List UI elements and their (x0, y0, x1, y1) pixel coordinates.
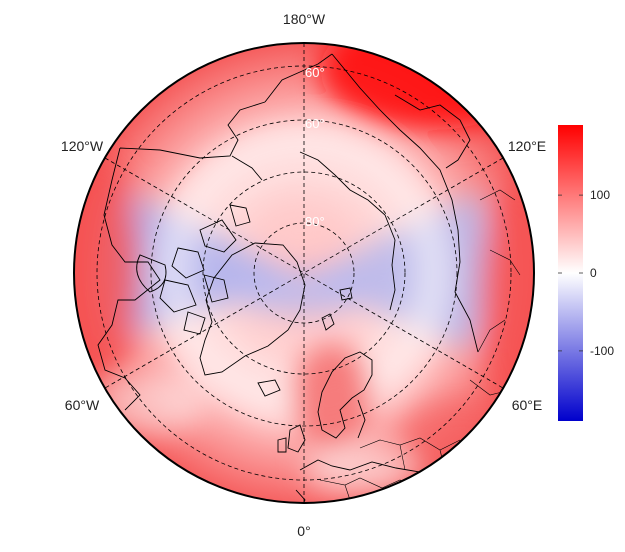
hudson-bay (136, 254, 167, 293)
graticule (96, 43, 512, 503)
lon-label-top: 180°W (283, 11, 326, 27)
lat-label-80: 80° (305, 214, 325, 229)
kamchatka (394, 94, 471, 169)
red-pacific-max (320, 43, 534, 130)
blue-polar (230, 270, 370, 314)
white-atlantic (95, 375, 205, 435)
colorbar: 100 0 -100 (558, 125, 614, 421)
map-boundary (73, 42, 535, 504)
lon-label-lower-right: 60°E (512, 397, 543, 413)
parallel-70 (202, 171, 406, 375)
colorbar-ticks: 100 0 -100 (558, 188, 614, 358)
colorbar-gradient (558, 125, 583, 421)
lat-label-70: 60° (305, 116, 325, 131)
pink-pole (260, 208, 336, 256)
lon-label-upper-left: 120°W (61, 138, 104, 154)
white-europe (305, 445, 415, 495)
iceland (257, 379, 281, 397)
europe-coast (295, 459, 441, 503)
colorbar-tick-label-2: -100 (590, 344, 614, 358)
lon-label-bottom: 0° (297, 523, 310, 539)
red-west (74, 150, 140, 390)
alaska-coast (231, 53, 333, 181)
parallel-60 (150, 119, 458, 427)
colorbar-tick-label-0: 100 (590, 188, 610, 202)
canadian-archipelago (159, 204, 251, 335)
lon-label-lower-left: 60°W (65, 397, 100, 413)
scandinavia-coast (317, 351, 373, 439)
blue-band-west (106, 188, 305, 338)
anomaly-field (74, 43, 534, 503)
red-east (480, 180, 534, 420)
north-america-coast (97, 101, 266, 411)
siberia-coast (299, 53, 479, 353)
colorbar-tick-label-1: 0 (590, 266, 597, 280)
lat-label-60: 60° (305, 65, 325, 80)
greenland-outline (199, 242, 306, 376)
coastlines (97, 53, 521, 503)
lon-label-upper-right: 120°E (508, 138, 546, 154)
asia-borders (469, 189, 521, 396)
svalbard (321, 287, 353, 331)
